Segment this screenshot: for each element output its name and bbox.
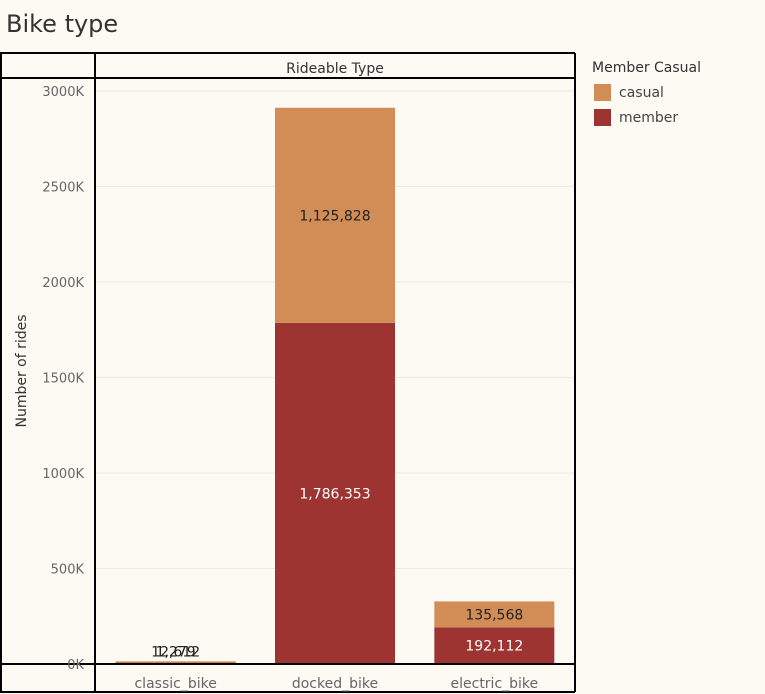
legend-label-member: member <box>619 109 679 126</box>
y-tick-label: 0K <box>67 658 84 673</box>
data-label-casual-classic_bike: 1,279 <box>156 644 196 660</box>
legend-title: Member Casual <box>592 60 702 76</box>
data-label-casual-electric_bike: 135,568 <box>465 607 523 623</box>
legend-swatch-casual <box>594 84 611 101</box>
y-tick-label: 2000K <box>42 276 84 291</box>
legend: Member Casual casual member <box>592 60 701 130</box>
data-label-member-docked_bike: 1,786,353 <box>299 486 370 502</box>
y-tick-label: 1000K <box>42 467 84 482</box>
data-label-member-electric_bike: 192,112 <box>465 639 523 655</box>
y-tick-label: 2500K <box>42 181 84 196</box>
bar-member-docked_bike <box>275 322 395 664</box>
bar-casual-electric_bike <box>434 601 555 628</box>
page-title: Bike type <box>6 10 119 38</box>
x-axis-ticks: classic_bike docked_bike electric_bike <box>134 676 538 692</box>
data-label-member-classic_bike: 12,612 <box>151 645 200 661</box>
x-tick-label-electric_bike: electric_bike <box>451 676 539 692</box>
bars <box>115 107 555 664</box>
x-tick-label-docked_bike: docked_bike <box>292 676 378 692</box>
legend-label-casual: casual <box>619 84 664 101</box>
y-axis-title: Number of rides <box>14 314 30 427</box>
y-tick-label: 1500K <box>42 372 84 387</box>
y-axis-ticks: 0K 500K 1000K 1500K 2000K 2500K 3000K <box>42 85 84 673</box>
bar-casual-classic_bike <box>115 661 236 663</box>
y-tick-label: 3000K <box>42 85 84 100</box>
x-tick-label-classic_bike: classic_bike <box>134 676 216 692</box>
legend-swatch-member <box>594 109 611 126</box>
legend-item-member[interactable]: member <box>592 105 701 130</box>
legend-item-casual[interactable]: casual <box>592 80 701 105</box>
bar-casual-docked_bike <box>275 107 395 323</box>
column-header: Rideable Type <box>286 61 384 77</box>
data-label-casual-docked_bike: 1,125,828 <box>299 208 370 224</box>
bar-member-electric_bike <box>434 627 555 664</box>
chart-frame <box>0 52 576 693</box>
y-tick-label: 500K <box>51 563 85 578</box>
